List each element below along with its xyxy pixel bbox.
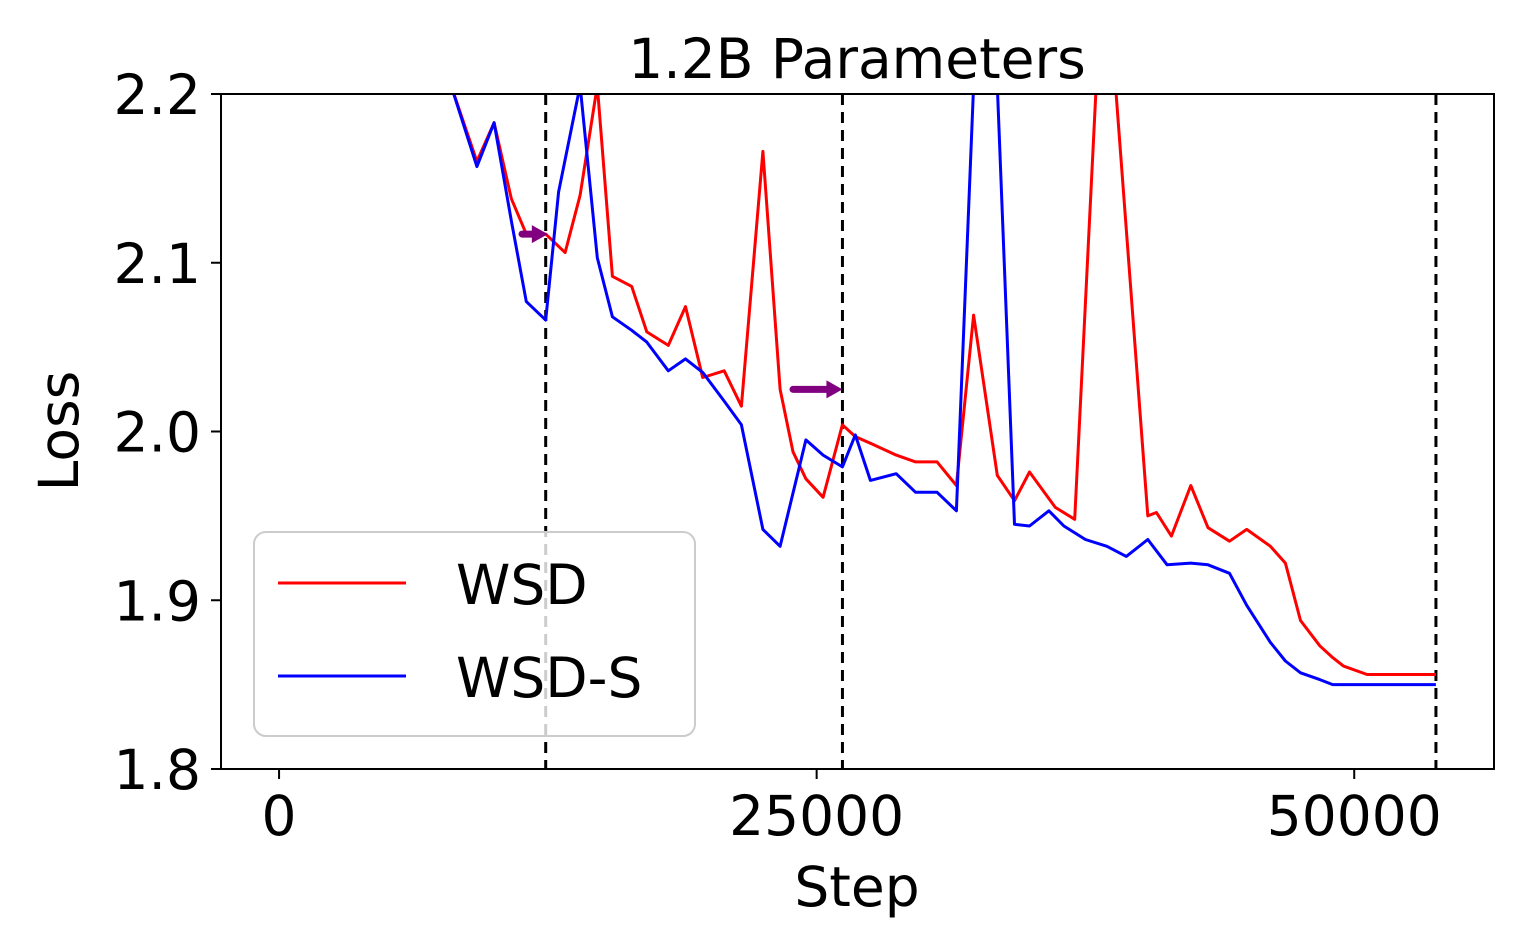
y-tick-label: 1.9 xyxy=(114,569,201,633)
x-axis-ticks: 0 25000 50000 xyxy=(262,769,1442,848)
x-axis-label: Step xyxy=(794,855,919,919)
x-tick-label: 50000 xyxy=(1267,784,1442,848)
x-tick-label: 0 xyxy=(262,784,297,848)
y-axis-label: Loss xyxy=(27,371,91,492)
arrows-layer xyxy=(518,225,843,399)
y-tick-label: 2.1 xyxy=(114,232,201,296)
series-line-wsd-s xyxy=(452,94,1436,687)
y-tick-label: 2.2 xyxy=(114,63,201,127)
legend-label-wsd-s: WSD-S xyxy=(456,646,642,710)
shift-arrow-head xyxy=(531,225,548,244)
x-tick-label: 25000 xyxy=(729,784,904,848)
chart-title: 1.2B Parameters xyxy=(628,27,1085,91)
legend-label-wsd: WSD xyxy=(456,553,588,617)
legend: WSD WSD-S xyxy=(253,531,696,737)
series-layer xyxy=(452,94,1436,687)
shift-arrow-head xyxy=(826,380,843,399)
y-axis-ticks: 1.8 1.9 2.0 2.1 2.2 xyxy=(114,63,221,802)
y-tick-label: 1.8 xyxy=(114,738,201,802)
y-tick-label: 2.0 xyxy=(114,401,201,465)
